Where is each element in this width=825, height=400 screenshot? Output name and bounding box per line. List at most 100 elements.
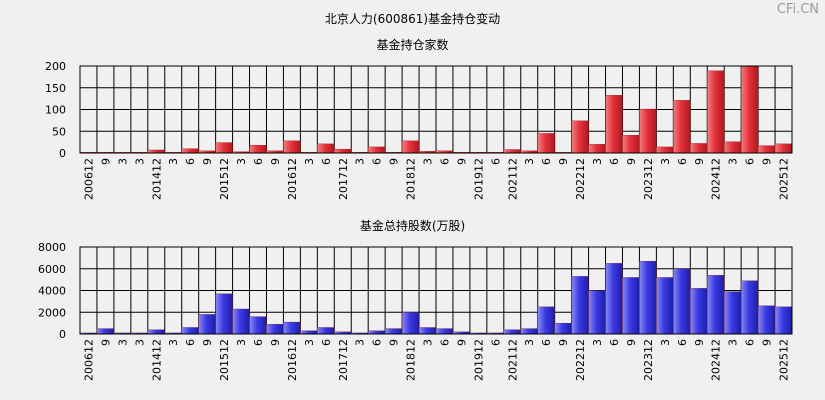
chart1-bar (588, 144, 606, 154)
chart2-bar (232, 308, 250, 335)
chart1-bar (656, 146, 674, 154)
chart1-bar (249, 145, 267, 154)
chart1-bar (690, 143, 708, 154)
chart1-y-tick-label: 100 (45, 104, 66, 117)
chart1-bar (707, 70, 725, 154)
chart1-x-tick-label: 6 (540, 158, 553, 165)
chart2-x-tick-label: 3 (422, 339, 435, 346)
chart1-x-tick-label: 201912 (472, 158, 485, 200)
chart1-x-tick-label: 3 (167, 158, 180, 165)
chart2-x-tick-label: 3 (727, 339, 740, 346)
chart2-x-tick-label: 201712 (337, 339, 350, 381)
chart1-x-tick-label: 9 (201, 158, 214, 165)
chart2-bar (588, 290, 606, 335)
chart1-x-tick-label: 3 (303, 158, 316, 165)
chart1-x-tick-label: 9 (99, 158, 112, 165)
chart2-x-tick-label: 6 (489, 339, 502, 346)
chart2-x-tick-label: 6 (608, 339, 621, 346)
chart1-bar (639, 108, 657, 154)
chart1-x-tick-label: 6 (371, 158, 384, 165)
chart1-bar (622, 135, 640, 154)
chart2-x-tick-label: 9 (99, 339, 112, 346)
chart2-x-tick-label: 201812 (405, 339, 418, 381)
chart2-bar (266, 324, 284, 335)
chart1-bar (181, 148, 199, 154)
chart2-x-tick-label: 202312 (642, 339, 655, 381)
chart2-x-tick-label: 9 (557, 339, 570, 346)
chart1-bar (740, 66, 759, 154)
chart2-y-tick-label: 4000 (38, 285, 66, 298)
chart2-x-tick-label: 9 (693, 339, 706, 346)
chart2-bar (401, 312, 420, 335)
chart2-x-tick-label: 3 (235, 339, 248, 346)
chart1-bar (368, 146, 386, 154)
chart1-x-tick-label: 6 (252, 158, 265, 165)
chart1-x-tick-label: 202212 (574, 158, 587, 200)
chart1-x-tick-label: 9 (761, 158, 774, 165)
chart2-bar (384, 328, 403, 335)
chart1-x-tick-label: 6 (489, 158, 502, 165)
chart1-y-tick-label: 50 (52, 125, 66, 138)
chart1-bar (724, 141, 742, 154)
chart2-bar (605, 263, 623, 335)
chart1-x-tick-label: 202512 (778, 158, 791, 200)
chart1-x-tick-label: 3 (116, 158, 129, 165)
chart2-bar (283, 321, 301, 335)
chart1-title: 基金持仓家数 (376, 38, 449, 52)
chart2-bar (520, 328, 538, 335)
chart1-x-tick-label: 3 (235, 158, 248, 165)
chart1-x-tick-label: 6 (438, 158, 451, 165)
chart1-x-tick-label: 202412 (710, 158, 723, 200)
chart1-x-tick-label: 6 (676, 158, 689, 165)
chart2-x-tick-label: 9 (625, 339, 638, 346)
chart2-x-tick-label: 3 (354, 339, 367, 346)
chart2-bar (435, 328, 454, 335)
chart1-x-tick-label: 3 (133, 158, 146, 165)
chart1-y-tick-label: 0 (59, 147, 66, 160)
chart2-x-tick-label: 6 (540, 339, 553, 346)
chart2-x-tick-label: 201512 (218, 339, 231, 381)
chart2-x-tick-label: 201912 (472, 339, 485, 381)
page-title: 北京人力(600861)基金持仓变动 (324, 12, 501, 26)
chart2-x-tick-label: 201412 (150, 339, 163, 381)
chart2-bar (215, 293, 233, 335)
chart1-bar (774, 143, 793, 154)
chart2-bar (673, 268, 691, 335)
chart2-bar (554, 322, 572, 335)
chart1-x-tick-label: 9 (388, 158, 401, 165)
chart2-y-tick-label: 0 (59, 328, 66, 341)
chart1-axis-frame (79, 65, 793, 154)
chart2-x-tick-label: 3 (116, 339, 129, 346)
chart2-x-tick-label: 3 (303, 339, 316, 346)
chart1-x-tick-label: 9 (557, 158, 570, 165)
chart2-bar (503, 329, 521, 335)
chart1-x-tick-label: 6 (608, 158, 621, 165)
chart2-bar (571, 276, 589, 335)
chart1-x-tick-label: 201412 (150, 158, 163, 200)
chart2-bar (96, 328, 115, 335)
chart2-title: 基金总持股数(万股) (359, 219, 466, 233)
chart2-x-tick-label: 201612 (286, 339, 299, 381)
chart2-x-tick-label: 6 (371, 339, 384, 346)
chart2-bar (147, 329, 165, 335)
chart2-y-tick-label: 2000 (38, 306, 66, 319)
chart2-x-tick-label: 3 (133, 339, 146, 346)
chart1-x-tick-label: 6 (184, 158, 197, 165)
chart1-x-tick-label: 6 (320, 158, 333, 165)
chart2-x-tick-label: 202412 (710, 339, 723, 381)
chart1-x-tick-label: 202112 (506, 158, 519, 200)
chart1-x-tick-label: 9 (455, 158, 468, 165)
chart1-x-tick-label: 201712 (337, 158, 350, 200)
chart1-x-tick-label: 3 (422, 158, 435, 165)
chart2-bar (757, 305, 776, 335)
chart2-x-tick-label: 6 (184, 339, 197, 346)
chart2-bar (639, 260, 657, 335)
chart1-bar (215, 142, 233, 154)
chart1-x-tick-label: 3 (727, 158, 740, 165)
chart2-bar (740, 280, 759, 335)
chart2-bar (249, 316, 267, 335)
chart1-y-tick-label: 150 (45, 82, 66, 95)
chart2-x-tick-label: 6 (744, 339, 757, 346)
chart1-bar (334, 148, 352, 154)
